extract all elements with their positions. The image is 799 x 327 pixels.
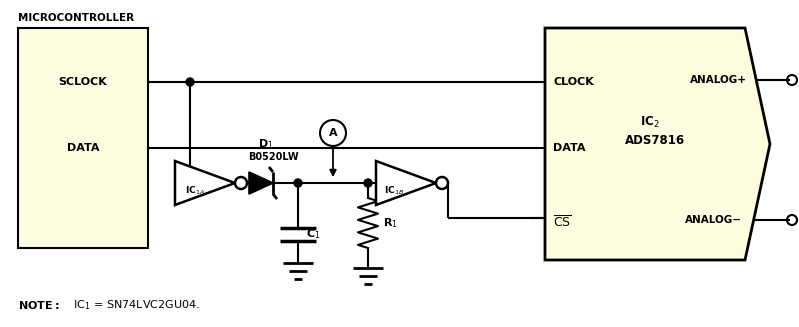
Circle shape — [186, 78, 194, 86]
Text: A: A — [328, 128, 337, 138]
Text: SCLOCK: SCLOCK — [58, 77, 107, 87]
Text: IC$_{1A}$: IC$_{1A}$ — [185, 185, 205, 197]
Polygon shape — [545, 28, 770, 260]
Text: C$_1$: C$_1$ — [306, 228, 320, 241]
Text: DATA: DATA — [67, 143, 99, 153]
Text: IC$_2$: IC$_2$ — [640, 114, 659, 129]
Text: MICROCONTROLLER: MICROCONTROLLER — [18, 13, 134, 23]
Text: ANALOG+: ANALOG+ — [690, 75, 747, 85]
Text: B0520LW: B0520LW — [248, 152, 299, 162]
Polygon shape — [175, 161, 235, 205]
Polygon shape — [249, 172, 273, 194]
Text: IC$_{1B}$: IC$_{1B}$ — [384, 185, 404, 197]
Text: ANALOG−: ANALOG− — [685, 215, 742, 225]
Text: IC$_1$ = SN74LVC2GU04.: IC$_1$ = SN74LVC2GU04. — [70, 298, 200, 312]
Text: D$_1$: D$_1$ — [258, 137, 273, 151]
Text: R$_1$: R$_1$ — [383, 216, 398, 230]
Polygon shape — [376, 161, 436, 205]
Text: ADS7816: ADS7816 — [625, 133, 685, 146]
Text: DATA: DATA — [553, 143, 586, 153]
Text: $\mathbf{NOTE:}$: $\mathbf{NOTE:}$ — [18, 299, 59, 311]
Text: $\overline{\rm CS}$: $\overline{\rm CS}$ — [553, 215, 571, 231]
Circle shape — [364, 179, 372, 187]
Text: CLOCK: CLOCK — [553, 77, 594, 87]
Circle shape — [294, 179, 302, 187]
FancyBboxPatch shape — [18, 28, 148, 248]
